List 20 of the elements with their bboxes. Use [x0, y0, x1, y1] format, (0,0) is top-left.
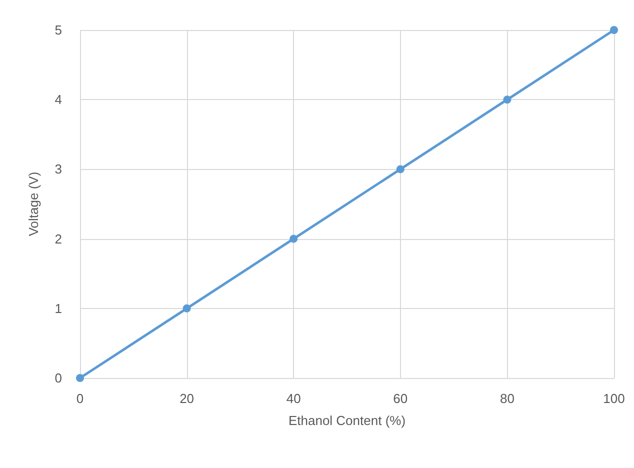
y-tick-label: 4: [54, 92, 62, 108]
y-tick-label: 0: [54, 370, 62, 386]
x-tick-label: 0: [76, 391, 84, 406]
point: [396, 165, 404, 174]
x-tick-label: 40: [286, 391, 301, 406]
x-tick-label: 100: [603, 391, 625, 406]
y-tick-label: 2: [54, 231, 62, 246]
point: [610, 26, 618, 34]
point: [76, 374, 84, 382]
point: [290, 234, 298, 243]
x-tick-label: 20: [180, 391, 194, 406]
x-axis-title: Ethanol Content (%): [288, 413, 406, 428]
y-tick-label: 3: [54, 162, 62, 177]
point: [182, 304, 191, 312]
y-tick-label: 5: [54, 22, 62, 38]
x-tick-label: 60: [393, 391, 408, 406]
point: [503, 96, 512, 104]
x-tick-label: 80: [500, 391, 514, 406]
y-tick-label: 1: [54, 300, 62, 316]
y-axis-title: Voltage (V): [26, 172, 41, 236]
